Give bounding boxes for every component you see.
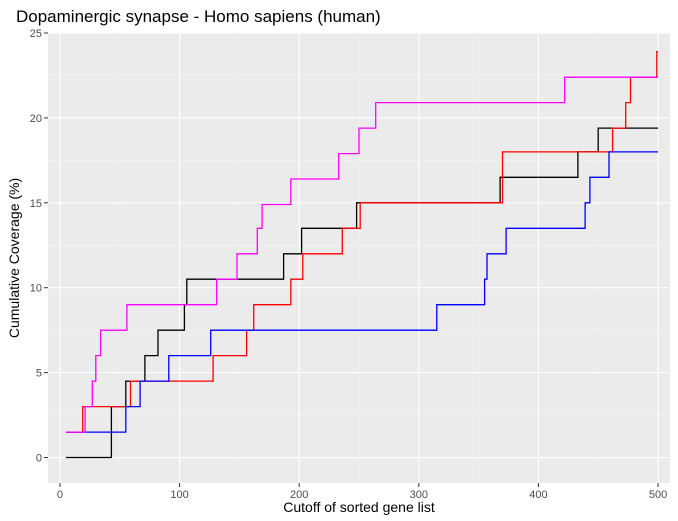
x-tick-label: 100 xyxy=(170,489,188,501)
y-tick-label: 25 xyxy=(30,28,42,40)
y-axis-title: Cumulative Coverage (%) xyxy=(6,178,22,338)
series-layer xyxy=(65,51,658,459)
x-tick-label: 400 xyxy=(529,489,547,501)
y-tick-label: 5 xyxy=(36,368,42,380)
y-axis-ticks: 0 5 10 15 20 25 xyxy=(30,28,48,465)
series-line-3 xyxy=(65,151,658,433)
y-tick-label: 15 xyxy=(30,198,42,210)
x-axis-title: Cutoff of sorted gene list xyxy=(283,499,435,515)
y-tick-label: 20 xyxy=(30,113,42,125)
series-line-2 xyxy=(65,51,658,433)
chart-title: Dopaminergic synapse - Homo sapiens (hum… xyxy=(16,7,381,26)
x-tick-label: 300 xyxy=(410,489,428,501)
x-tick-label: 500 xyxy=(649,489,667,501)
y-tick-label: 10 xyxy=(30,283,42,295)
x-tick-label: 200 xyxy=(290,489,308,501)
grid-major xyxy=(48,32,670,483)
x-axis-ticks: 0 100 200 300 400 500 xyxy=(57,483,667,501)
y-tick-label: 0 xyxy=(36,453,42,465)
grid-minor xyxy=(48,33,670,483)
series-line-4 xyxy=(65,76,658,433)
x-tick-label: 0 xyxy=(57,489,63,501)
